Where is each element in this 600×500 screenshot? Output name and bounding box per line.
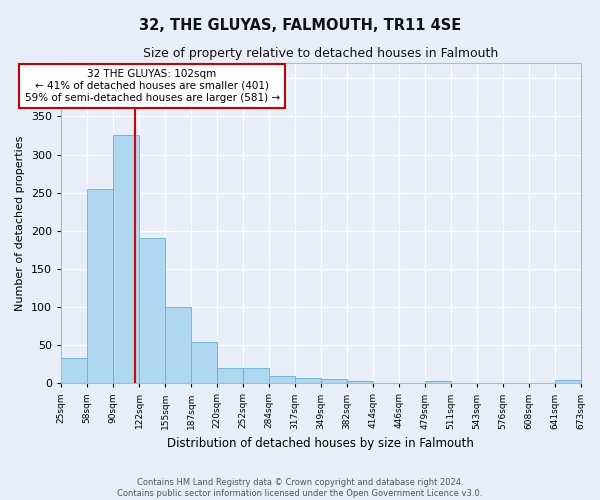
Text: 32 THE GLUYAS: 102sqm
← 41% of detached houses are smaller (401)
59% of semi-det: 32 THE GLUYAS: 102sqm ← 41% of detached … [25, 70, 280, 102]
Bar [321, 380, 347, 384]
X-axis label: Distribution of detached houses by size in Falmouth: Distribution of detached houses by size … [167, 437, 474, 450]
Bar [217, 368, 243, 384]
Text: Contains HM Land Registry data © Crown copyright and database right 2024.
Contai: Contains HM Land Registry data © Crown c… [118, 478, 482, 498]
Y-axis label: Number of detached properties: Number of detached properties [16, 136, 25, 311]
Bar [347, 381, 373, 384]
Bar [269, 376, 295, 384]
Title: Size of property relative to detached houses in Falmouth: Size of property relative to detached ho… [143, 48, 499, 60]
Bar [165, 307, 191, 384]
Bar [87, 189, 113, 384]
Bar [139, 238, 165, 384]
Bar [295, 378, 321, 384]
Text: 32, THE GLUYAS, FALMOUTH, TR11 4SE: 32, THE GLUYAS, FALMOUTH, TR11 4SE [139, 18, 461, 32]
Bar [554, 380, 581, 384]
Bar [113, 134, 139, 384]
Bar [191, 342, 217, 384]
Bar [61, 358, 87, 384]
Bar [425, 381, 451, 384]
Bar [243, 368, 269, 384]
